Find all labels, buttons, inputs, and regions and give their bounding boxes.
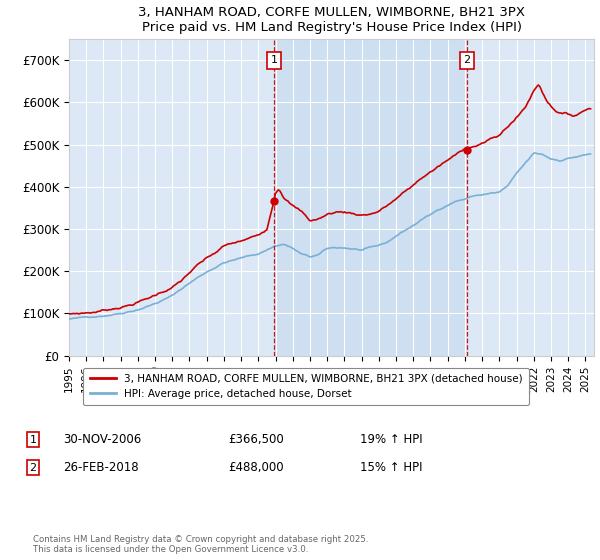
Text: Contains HM Land Registry data © Crown copyright and database right 2025.
This d: Contains HM Land Registry data © Crown c… [33,535,368,554]
Bar [274,39,467,356]
Legend: 3, HANHAM ROAD, CORFE MULLEN, WIMBORNE, BH21 3PX (detached house), HPI: Average : 3, HANHAM ROAD, CORFE MULLEN, WIMBORNE, … [83,367,529,405]
Text: 2: 2 [29,463,37,473]
Title: 3, HANHAM ROAD, CORFE MULLEN, WIMBORNE, BH21 3PX
Price paid vs. HM Land Registry: 3, HANHAM ROAD, CORFE MULLEN, WIMBORNE, … [138,6,525,34]
Text: 1: 1 [29,435,37,445]
Text: 30-NOV-2006: 30-NOV-2006 [63,433,141,446]
Text: 19% ↑ HPI: 19% ↑ HPI [360,433,422,446]
Text: 15% ↑ HPI: 15% ↑ HPI [360,461,422,474]
Text: 26-FEB-2018: 26-FEB-2018 [63,461,139,474]
Text: 1: 1 [271,55,278,66]
Text: £366,500: £366,500 [228,433,284,446]
Text: £488,000: £488,000 [228,461,284,474]
Text: 2: 2 [464,55,471,66]
